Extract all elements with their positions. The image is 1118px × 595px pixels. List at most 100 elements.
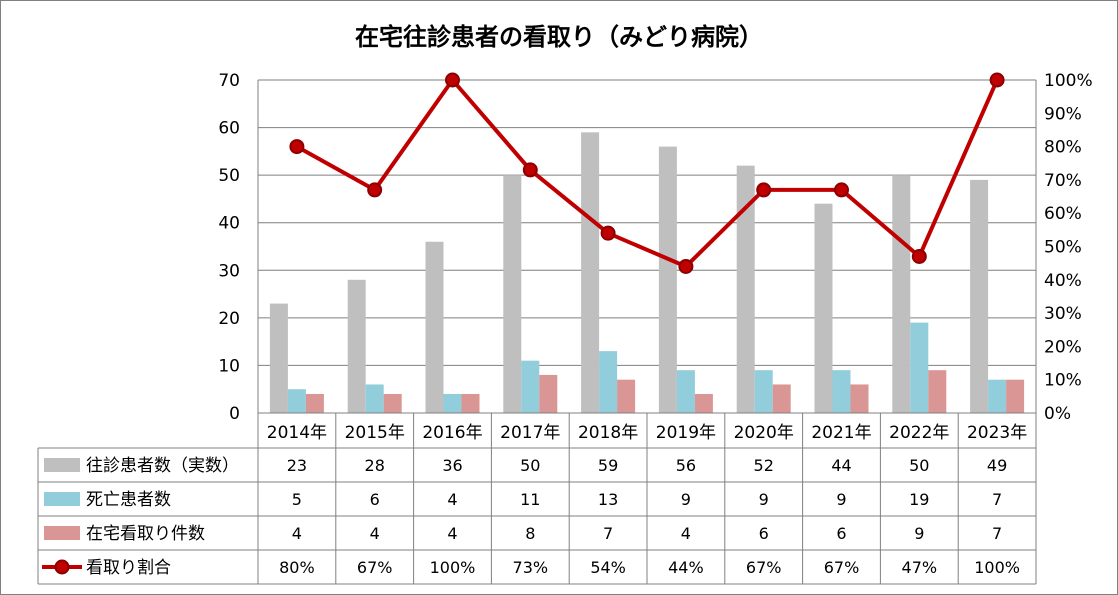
table-cell-value: 7 — [992, 490, 1002, 509]
table-cell-value: 9 — [759, 490, 769, 509]
table-cell-value: 100% — [430, 558, 476, 577]
table-cell-value: 54% — [590, 558, 626, 577]
table-cell-value: 6 — [759, 524, 769, 543]
bar — [892, 175, 911, 413]
bar — [658, 146, 677, 413]
bar — [970, 179, 989, 413]
x-tick-label: 2014年 — [267, 423, 327, 443]
table-cell-value: 56 — [676, 456, 696, 475]
table-cell-value: 67% — [746, 558, 782, 577]
ratio-marker — [445, 72, 460, 88]
x-tick-label: 2016年 — [422, 423, 482, 443]
bar — [910, 322, 929, 413]
legend-label: 死亡患者数 — [86, 490, 171, 510]
y-right-tick-label: 50% — [1044, 238, 1082, 258]
table-cell-value: 80% — [279, 558, 315, 577]
table-cell-value: 73% — [513, 558, 549, 577]
x-tick-label: 2020年 — [734, 423, 794, 443]
bar — [383, 393, 402, 413]
bar — [928, 370, 947, 413]
table-cell-value: 11 — [520, 490, 540, 509]
bar — [581, 132, 600, 414]
y-left-tick-label: 50 — [218, 166, 240, 186]
table-cell-value: 52 — [754, 456, 774, 475]
table-cell-value: 9 — [836, 490, 846, 509]
y-left-tick-label: 70 — [218, 71, 240, 91]
table-cell-value: 5 — [292, 490, 302, 509]
bar — [676, 370, 695, 413]
ratio-marker — [600, 225, 616, 241]
legend-label: 看取り割合 — [86, 558, 171, 578]
table-cell-value: 23 — [287, 456, 307, 475]
ratio-line — [295, 78, 999, 269]
bar — [521, 360, 540, 413]
bar — [772, 384, 791, 413]
chart-title: 在宅往診患者の看取り（みどり病院） — [355, 23, 763, 51]
ratio-marker — [834, 182, 849, 198]
table-cell-value: 49 — [987, 456, 1007, 475]
bar — [850, 384, 869, 413]
y-right-tick-label: 30% — [1044, 304, 1082, 324]
table-cell-value: 6 — [370, 490, 380, 509]
bar — [694, 393, 713, 413]
bar — [599, 351, 618, 413]
bar — [443, 393, 462, 413]
bar — [347, 279, 366, 413]
ratio-marker — [678, 258, 694, 274]
table-cell-value: 50 — [520, 456, 540, 475]
table-cell-value: 28 — [365, 456, 385, 475]
y-left-tick-label: 0 — [229, 404, 240, 424]
y-right-tick-label: 40% — [1044, 271, 1082, 291]
y-right-tick-label: 0% — [1044, 404, 1071, 424]
ratio-marker — [911, 248, 927, 264]
table-cell-value: 100% — [974, 558, 1020, 577]
table-cell-value: 4 — [370, 524, 380, 543]
table-cell-value: 47% — [902, 558, 938, 577]
bar — [617, 379, 636, 413]
table-cell-value: 19 — [909, 490, 929, 509]
bar — [269, 303, 288, 413]
bar — [988, 379, 1007, 413]
bar — [754, 370, 773, 413]
x-tick-label: 2017年 — [500, 423, 560, 443]
bar — [305, 393, 324, 413]
table-cell-value: 4 — [447, 490, 457, 509]
table-cell-value: 36 — [442, 456, 462, 475]
legend-swatch — [44, 492, 80, 506]
bar — [832, 370, 851, 413]
ratio-marker — [367, 182, 383, 198]
y-left-tick-label: 60 — [218, 119, 240, 139]
y-left-tick-label: 10 — [218, 356, 240, 376]
legend-label: 在宅看取り件数 — [86, 524, 205, 544]
y-right-tick-label: 70% — [1044, 171, 1082, 191]
x-tick-label: 2022年 — [889, 423, 949, 443]
bar — [539, 374, 558, 413]
y-right-tick-label: 60% — [1044, 204, 1082, 224]
table-cell-value: 4 — [447, 524, 457, 543]
y-left-tick-label: 30 — [218, 261, 240, 281]
legend-marker — [54, 559, 70, 575]
y-right-tick-label: 100% — [1044, 71, 1093, 91]
table-cell-value: 4 — [681, 524, 691, 543]
bar — [365, 384, 384, 413]
y-right-tick-label: 10% — [1044, 371, 1082, 391]
x-tick-label: 2015年 — [345, 423, 405, 443]
table-cell-value: 6 — [836, 524, 846, 543]
table-cell-value: 50 — [909, 456, 929, 475]
x-tick-label: 2019年 — [656, 423, 716, 443]
bar — [461, 393, 480, 413]
table-cell-value: 67% — [357, 558, 393, 577]
x-tick-label: 2021年 — [811, 423, 871, 443]
ratio-marker — [522, 162, 538, 178]
bar — [1006, 379, 1025, 413]
ratio-marker — [989, 72, 1005, 88]
bar — [814, 203, 833, 413]
ratio-marker — [756, 182, 772, 198]
table-cell-value: 59 — [598, 456, 618, 475]
y-right-tick-label: 80% — [1044, 138, 1082, 158]
table-cell-value: 9 — [914, 524, 924, 543]
table-cell-value: 67% — [824, 558, 860, 577]
y-left-tick-label: 40 — [218, 214, 240, 234]
y-right-tick-label: 20% — [1044, 337, 1082, 357]
